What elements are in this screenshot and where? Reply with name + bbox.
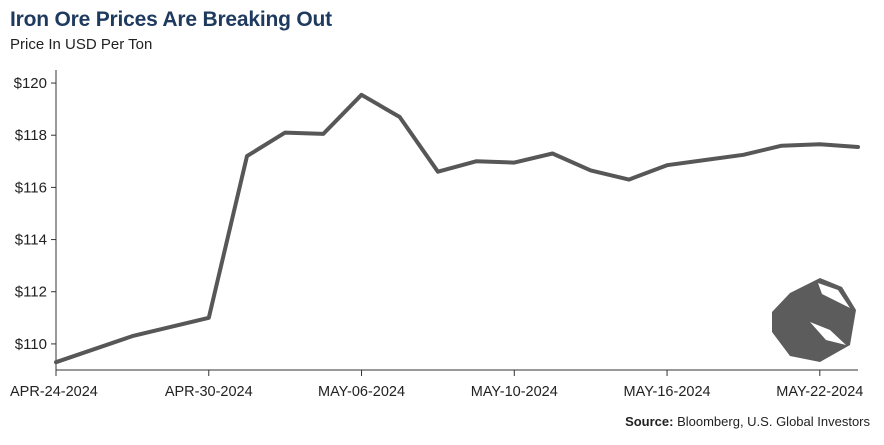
line-chart: $110 $112 $114 $116 $118 $120 APR-24-2024 APR-3… — [10, 70, 863, 400]
x-tick-label: MAY-06-2024 — [318, 384, 405, 400]
y-tick-label: $118 — [15, 127, 47, 144]
y-tick-label: $110 — [15, 336, 47, 353]
chart-title: Iron Ore Prices Are Breaking Out — [10, 8, 332, 31]
series-line — [54, 92, 860, 365]
x-tick-label: APR-24-2024 — [10, 384, 98, 400]
logo-shape-cut-2 — [810, 322, 846, 345]
chart-plot-area — [54, 92, 860, 365]
watermark-logo — [772, 278, 856, 362]
chart-subtitle: Price In USD Per Ton — [10, 36, 153, 53]
source-label: Source: — [625, 414, 674, 429]
logo-shape-outer — [772, 278, 856, 362]
x-tick-label: MAY-16-2024 — [624, 384, 711, 400]
y-tick-label: $120 — [14, 75, 47, 92]
y-tick-label: $112 — [15, 284, 47, 301]
y-tick-label: $116 — [15, 179, 47, 196]
chart-axes: $110 $112 $114 $116 $118 $120 APR-24-2024 APR-3… — [10, 70, 863, 400]
x-tick-label: APR-30-2024 — [165, 384, 253, 400]
source-text: Bloomberg, U.S. Global Investors — [673, 414, 870, 429]
source-note: Source: Bloomberg, U.S. Global Investors — [625, 414, 870, 429]
logo-shape-cut-1 — [818, 283, 850, 308]
x-tick-label: MAY-10-2024 — [471, 384, 558, 400]
y-tick-label: $114 — [15, 232, 47, 249]
x-tick-label: MAY-22-2024 — [776, 384, 863, 400]
